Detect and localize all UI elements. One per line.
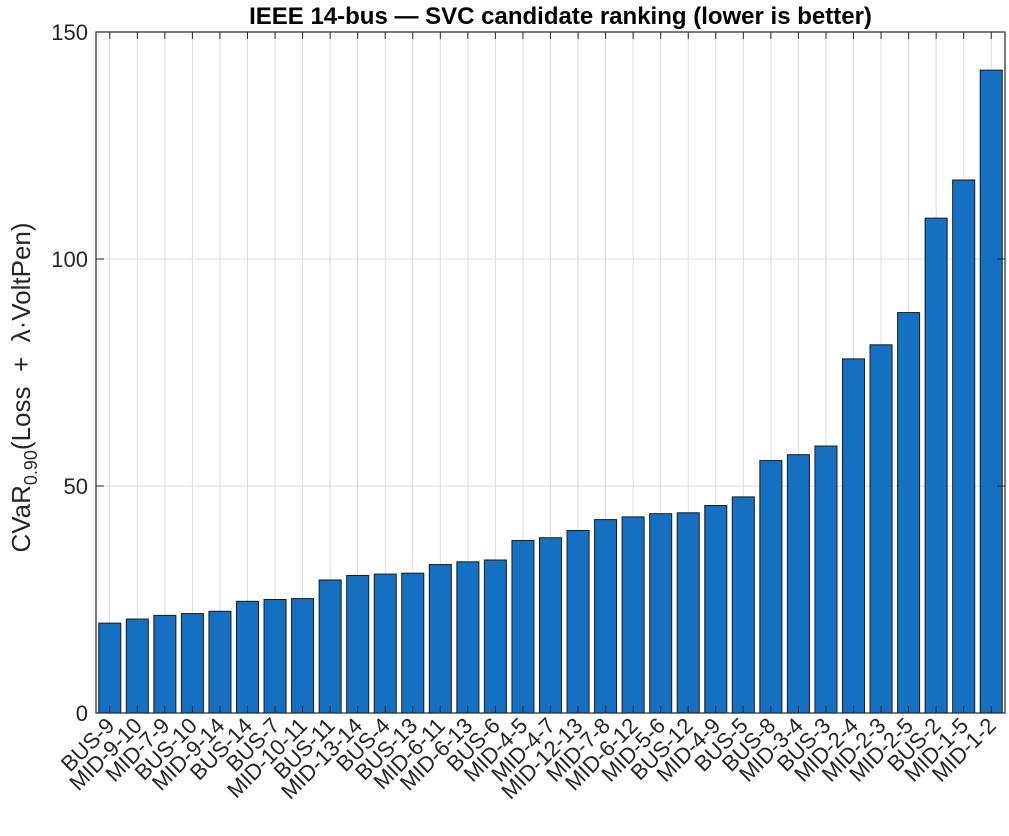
bar-bus-3 — [814, 445, 838, 714]
bar-mid-7-8 — [594, 519, 618, 714]
bar-bus-6 — [483, 559, 507, 714]
bar-mid-1-5 — [952, 179, 976, 714]
y-axis-label-subscript: 0.90 — [21, 450, 41, 485]
bar-bus-12 — [676, 512, 700, 714]
bar-mid-6-11 — [428, 564, 452, 714]
bar-bus-4 — [373, 573, 397, 714]
y-tick-labels: 0 50 100 150 — [51, 20, 88, 726]
bar-bus-9 — [98, 622, 122, 714]
bar-mid-4-5 — [511, 539, 535, 714]
bar-bus-5 — [731, 496, 755, 714]
bar-mid-2-4 — [841, 358, 866, 714]
bar-mid-4-7 — [538, 537, 563, 714]
y-axis-label-main: CVaR — [6, 485, 36, 552]
bar-mid-2-5 — [897, 312, 921, 714]
bar-bus-11 — [318, 579, 342, 714]
chart-title: IEEE 14-bus — SVC candidate ranking (low… — [249, 3, 872, 30]
bar-bus-7 — [263, 599, 287, 714]
y-tick-label: 150 — [51, 20, 88, 45]
bar-mid-6-12 — [621, 516, 645, 714]
bar-bus-10 — [180, 613, 204, 714]
bar-bus-14 — [235, 600, 260, 714]
bar-mid-5-6 — [649, 513, 673, 714]
bars — [98, 69, 1003, 714]
ticks — [96, 31, 1005, 714]
bar-mid-2-3 — [869, 344, 893, 714]
bar-mid-9-10 — [125, 618, 149, 714]
bar-bus-13 — [401, 572, 425, 714]
bar-mid-6-13 — [456, 561, 480, 714]
bar-mid-7-9 — [153, 614, 177, 714]
bar-mid-12-13 — [566, 529, 590, 714]
bar-mid-9-14 — [208, 610, 232, 714]
bar-mid-1-2 — [979, 69, 1003, 714]
y-axis-label-rest: (Loss + λ·VoltPen) — [6, 222, 36, 450]
bar-mid-3-4 — [786, 454, 810, 714]
bar-mid-13-14 — [346, 574, 370, 714]
bar-bus-8 — [759, 460, 783, 714]
y-tick-label: 100 — [51, 247, 88, 272]
bar-mid-4-9 — [704, 505, 728, 714]
y-tick-label: 50 — [64, 474, 88, 499]
y-axis-label: CVaR0.90(Loss + λ·VoltPen) — [6, 222, 41, 552]
y-tick-label: 0 — [76, 701, 88, 726]
bar-mid-10-11 — [291, 598, 315, 714]
bar-bus-2 — [924, 217, 948, 714]
